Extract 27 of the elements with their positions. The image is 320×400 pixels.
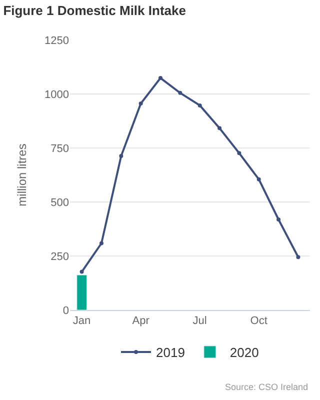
point (158, 76, 162, 80)
chart-title: Figure 1 Domestic Milk Intake (3, 3, 186, 18)
point (178, 90, 182, 95)
y-tick-label: 750 (50, 142, 69, 155)
y-tick-label: 500 (50, 196, 69, 209)
point (237, 151, 242, 156)
x-tick-label: Jul (192, 315, 207, 328)
point (99, 241, 104, 246)
point (296, 255, 300, 260)
y-tick-label: 0 (62, 304, 69, 317)
point (138, 102, 143, 106)
legend-label: 2020 (230, 345, 259, 360)
source-note: Source: CSO Ireland (225, 382, 308, 392)
point (119, 154, 124, 158)
point (80, 270, 84, 274)
x-tick-label: Apr (132, 315, 150, 328)
y-axis-title: million litres (14, 144, 29, 206)
point (198, 103, 202, 108)
x-tick-label: Jan (72, 315, 91, 328)
point (256, 177, 261, 182)
y-tick-label: 250 (50, 250, 69, 263)
x-tick-label: Oct (250, 315, 268, 328)
y-tick-label: 1250 (44, 34, 69, 47)
point (276, 218, 281, 222)
y-tick-label: 1000 (44, 88, 69, 101)
point (218, 126, 222, 130)
legend-label: 2019 (156, 345, 185, 360)
